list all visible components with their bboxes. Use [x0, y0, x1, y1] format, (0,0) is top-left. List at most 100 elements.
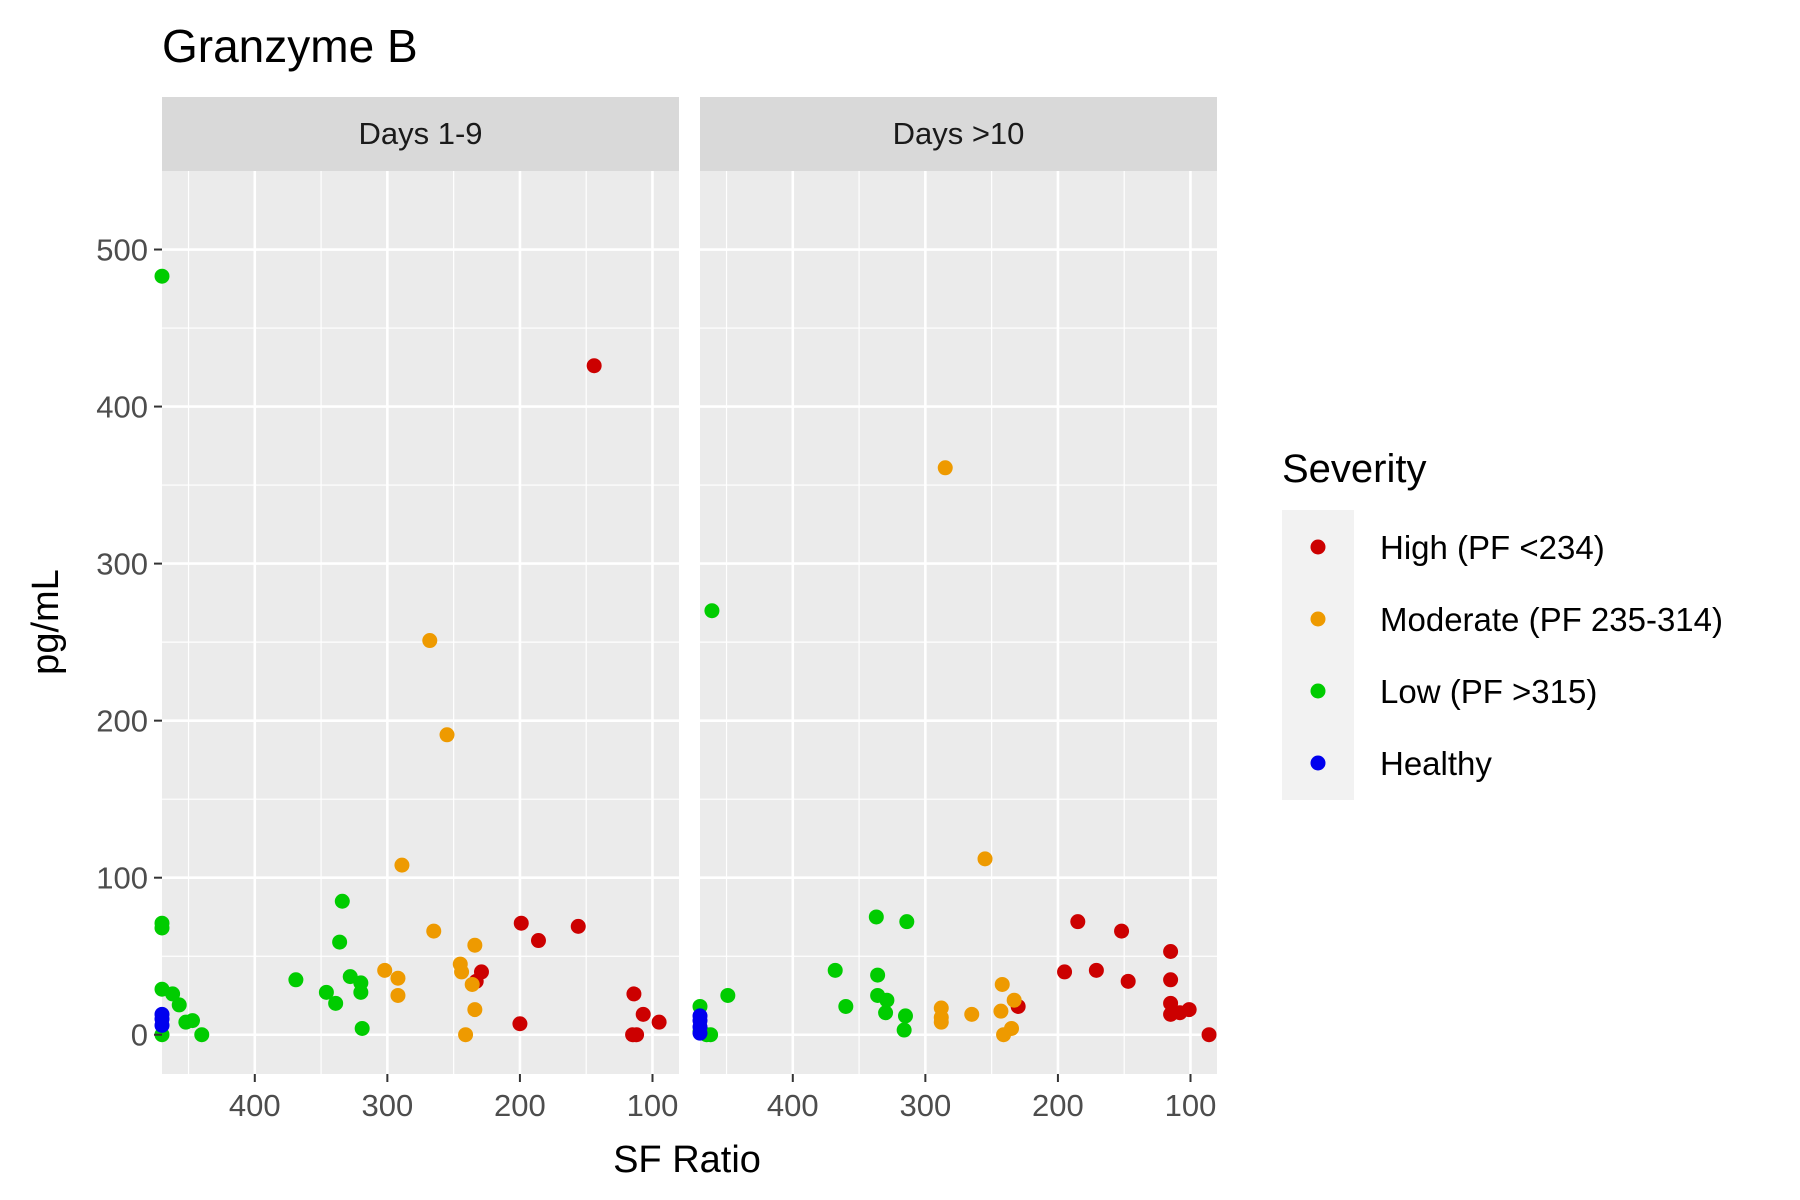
legend-label: High (PF <234)	[1380, 529, 1605, 566]
data-point	[1070, 914, 1086, 930]
data-point	[827, 962, 843, 978]
x-tick-label: 100	[1165, 1088, 1217, 1123]
data-point	[1057, 964, 1073, 980]
data-point	[1006, 992, 1022, 1008]
y-axis: 0 100 200 300 400 500	[96, 233, 162, 1053]
data-point	[467, 937, 483, 953]
x-tick-label: 100	[627, 1088, 679, 1123]
legend-title: Severity	[1282, 447, 1427, 491]
data-point	[993, 1003, 1009, 1019]
data-point	[513, 915, 529, 931]
data-point	[328, 995, 344, 1011]
y-tick-label: 200	[96, 704, 148, 739]
y-axis-title: pg/mL	[25, 569, 67, 675]
data-point	[154, 920, 170, 936]
facet-strip-label: Days 1-9	[358, 116, 482, 151]
legend-label: Moderate (PF 235-314)	[1380, 601, 1723, 638]
data-point	[334, 893, 350, 909]
data-point	[394, 857, 410, 873]
legend-key-background	[1282, 510, 1354, 800]
data-point	[154, 1017, 170, 1033]
data-point	[635, 1006, 651, 1022]
data-point	[439, 727, 455, 743]
legend-key	[1310, 683, 1326, 699]
data-point	[422, 633, 438, 649]
data-point	[868, 909, 884, 925]
data-point	[838, 998, 854, 1014]
data-point	[1163, 972, 1179, 988]
data-point	[937, 460, 953, 476]
data-point	[1181, 1002, 1197, 1018]
data-point	[390, 987, 406, 1003]
data-point	[870, 967, 886, 983]
data-point	[994, 976, 1010, 992]
x-tick-label: 400	[767, 1088, 819, 1123]
x-tick-label: 200	[494, 1088, 546, 1123]
facet-strip	[162, 97, 679, 171]
data-point	[154, 268, 170, 284]
y-tick-label: 500	[96, 233, 148, 268]
x-axis-title: SF Ratio	[613, 1139, 761, 1181]
data-point	[626, 986, 642, 1002]
data-point	[165, 986, 181, 1002]
legend: Severity High (PF <234) Moderate (PF 235-…	[1282, 447, 1723, 800]
data-point	[467, 1002, 483, 1018]
data-point	[377, 962, 393, 978]
facet-panel: Days 1-9 400 300 200 100	[154, 97, 679, 1123]
data-point	[512, 1016, 528, 1032]
data-point	[194, 1027, 210, 1043]
data-point	[332, 934, 348, 950]
data-point	[586, 358, 602, 374]
x-tick-label: 300	[361, 1088, 413, 1123]
data-point	[1163, 995, 1179, 1011]
data-point	[530, 933, 546, 949]
y-tick-label: 400	[96, 390, 148, 425]
data-point	[1088, 962, 1104, 978]
legend-key	[1310, 755, 1326, 771]
data-point	[390, 970, 406, 986]
data-point	[879, 992, 895, 1008]
data-point	[184, 1013, 200, 1029]
y-tick-label: 300	[96, 547, 148, 582]
facet-strip	[700, 97, 1217, 171]
data-point	[964, 1006, 980, 1022]
data-point	[692, 1025, 708, 1041]
data-point	[1201, 1027, 1217, 1043]
data-point	[458, 1027, 474, 1043]
x-tick-label: 400	[229, 1088, 281, 1123]
facet-panels: Days 1-9 400 300 200 100 Days >10 400 300 200 100	[154, 97, 1217, 1123]
data-point	[1120, 973, 1136, 989]
facet-strip-label: Days >10	[893, 116, 1025, 151]
data-point	[933, 1014, 949, 1030]
y-tick-label: 100	[96, 861, 148, 896]
data-point	[899, 914, 915, 930]
legend-key	[1310, 611, 1326, 627]
data-point	[454, 964, 470, 980]
legend-label: Low (PF >315)	[1380, 673, 1597, 710]
panel-background	[700, 171, 1217, 1074]
data-point	[318, 984, 334, 1000]
data-point	[353, 984, 369, 1000]
data-point	[1114, 923, 1130, 939]
data-point	[896, 1022, 912, 1038]
data-point	[720, 987, 736, 1003]
facet-panel: Days >10 400 300 200 100	[692, 97, 1217, 1123]
data-point	[464, 976, 480, 992]
data-point	[171, 997, 187, 1013]
data-point	[651, 1014, 667, 1030]
y-tick-label: 0	[131, 1018, 148, 1053]
x-tick-label: 200	[1032, 1088, 1084, 1123]
data-point	[878, 1005, 894, 1021]
data-point	[570, 918, 586, 934]
data-point	[897, 1008, 913, 1024]
data-point	[996, 1027, 1012, 1043]
data-point	[354, 1020, 370, 1036]
data-point	[629, 1027, 645, 1043]
panel-background	[162, 171, 679, 1074]
data-point	[288, 972, 304, 988]
chart-title: Granzyme B	[162, 20, 418, 72]
legend-key	[1310, 539, 1326, 555]
data-point	[426, 923, 442, 939]
data-point	[704, 603, 720, 619]
